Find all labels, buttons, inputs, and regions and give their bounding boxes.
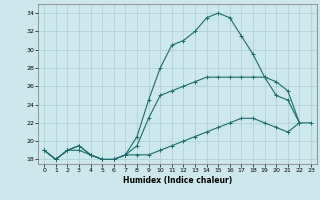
X-axis label: Humidex (Indice chaleur): Humidex (Indice chaleur) — [123, 176, 232, 185]
